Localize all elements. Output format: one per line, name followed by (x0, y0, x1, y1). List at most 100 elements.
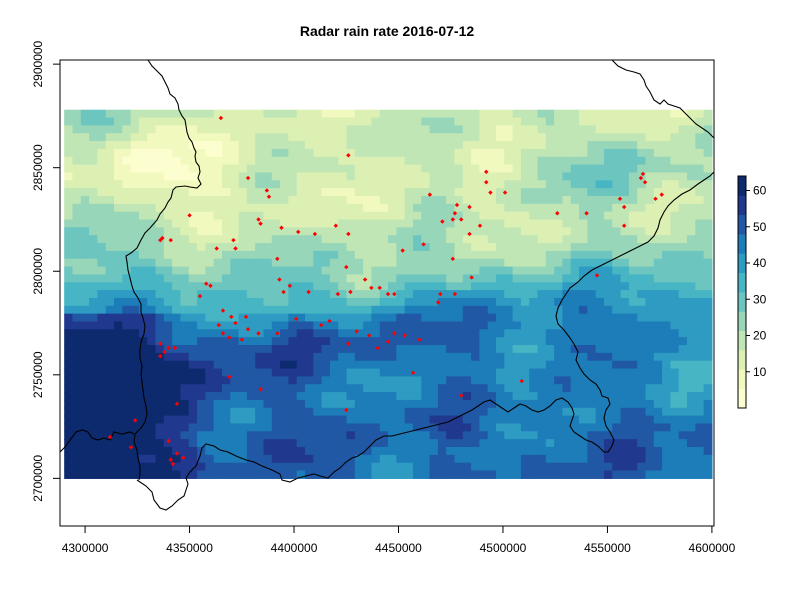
raster-cell (188, 250, 198, 260)
raster-cell (404, 219, 414, 228)
raster-cell (628, 431, 638, 440)
raster-cell (64, 376, 74, 385)
raster-cell (670, 392, 680, 401)
raster-cell (670, 211, 680, 221)
raster-cell (188, 188, 198, 197)
raster-cell (404, 274, 414, 283)
raster-cell (412, 337, 422, 346)
raster-cell (628, 156, 638, 166)
station-marker (402, 333, 407, 338)
raster-cell (454, 321, 464, 330)
raster-cell (64, 407, 74, 417)
raster-cell (371, 219, 381, 228)
raster-cell (346, 148, 356, 158)
raster-cell (587, 454, 597, 464)
raster-cell (587, 297, 597, 307)
raster-cell (512, 290, 522, 299)
raster-cell (620, 243, 630, 252)
raster-cell (412, 470, 422, 479)
raster-cell (205, 399, 215, 409)
raster-cell (188, 376, 198, 385)
raster-cell (271, 133, 281, 142)
raster-cell (321, 188, 331, 197)
raster-cell (670, 337, 680, 346)
raster-cell (429, 148, 439, 158)
raster-cell (296, 148, 306, 158)
raster-cell (412, 117, 422, 126)
raster-cell (263, 188, 273, 197)
raster-cell (213, 345, 223, 354)
raster-cell (670, 156, 680, 166)
raster-cell (637, 446, 647, 456)
raster-cell (263, 203, 273, 213)
raster-cell (487, 203, 497, 213)
raster-cell (645, 399, 655, 409)
raster-cell (695, 399, 705, 409)
raster-cell (188, 305, 198, 315)
raster-cell (122, 141, 132, 150)
raster-cell (529, 282, 539, 291)
raster-cell (305, 211, 314, 221)
raster-cell (114, 415, 123, 425)
raster-cell (64, 392, 74, 401)
raster-cell (388, 274, 397, 283)
raster-cell (504, 297, 514, 307)
raster-cell (454, 109, 464, 119)
raster-cell (662, 454, 671, 464)
raster-cell (637, 227, 647, 236)
raster-cell (678, 156, 688, 166)
raster-cell (504, 180, 514, 189)
raster-cell (570, 329, 580, 338)
raster-cell (412, 431, 422, 440)
raster-cell (554, 368, 564, 377)
raster-cell (138, 423, 148, 432)
raster-cell (213, 470, 223, 479)
raster-cell (80, 384, 90, 393)
raster-cell (454, 156, 464, 166)
raster-cell (305, 172, 314, 181)
raster-cell (687, 266, 696, 276)
raster-cell (520, 164, 530, 174)
raster-cell (437, 415, 447, 425)
raster-cell (570, 345, 580, 354)
station-marker (279, 225, 284, 230)
raster-cell (354, 376, 364, 385)
raster-cell (338, 423, 348, 432)
raster-cell (529, 446, 539, 456)
raster-cell (388, 235, 397, 244)
raster-cell (155, 470, 165, 479)
raster-cell (147, 290, 157, 299)
raster-cell (130, 125, 140, 134)
raster-cell (520, 156, 530, 166)
raster-cell (429, 345, 439, 354)
raster-cell (155, 243, 165, 252)
raster-cell (205, 415, 215, 425)
raster-cell (662, 415, 671, 425)
raster-cell (246, 148, 256, 158)
raster-cell (496, 156, 505, 166)
raster-cell (695, 313, 705, 323)
raster-cell (396, 462, 406, 472)
raster-cell (520, 274, 530, 283)
raster-cell (172, 297, 182, 307)
raster-cell (645, 454, 655, 464)
raster-cell (570, 172, 580, 181)
raster-cell (678, 352, 688, 362)
raster-cell (105, 133, 115, 142)
raster-cell (512, 407, 522, 417)
raster-cell (587, 282, 597, 291)
raster-cell (562, 313, 572, 323)
raster-cell (80, 188, 90, 197)
raster-cell (603, 211, 613, 221)
raster-cell (703, 156, 713, 166)
raster-cell (188, 266, 198, 276)
raster-cell (280, 329, 289, 338)
raster-cell (180, 164, 190, 174)
raster-cell (205, 125, 215, 134)
raster-cell (637, 376, 647, 385)
raster-cell (437, 258, 447, 268)
raster-cell (487, 290, 497, 299)
raster-cell (354, 180, 364, 189)
raster-cell (138, 180, 148, 189)
raster-cell (338, 274, 348, 283)
